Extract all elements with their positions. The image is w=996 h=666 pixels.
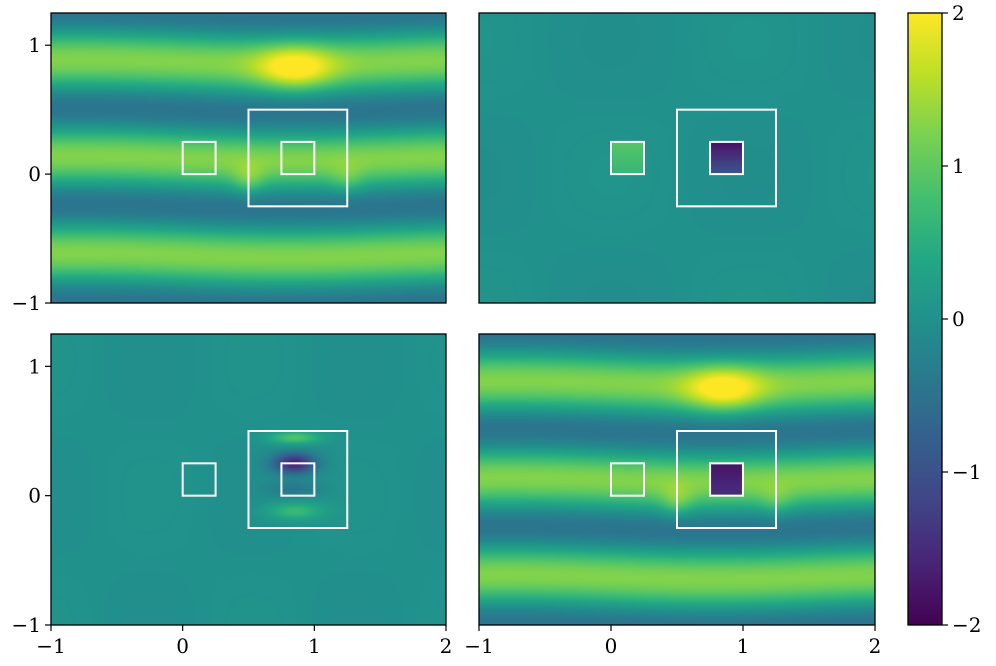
y-tick-label: −1: [12, 613, 41, 637]
region-box: [181, 462, 217, 497]
y-tick-label: 1: [28, 33, 41, 57]
tick-group: −1 0 1 −1 0 1 2: [12, 354, 453, 658]
x-tick-label: 1: [308, 634, 321, 658]
region-box: [709, 462, 744, 497]
region-box: [610, 140, 645, 176]
region-box: [280, 140, 316, 176]
x-tick-label: −1: [36, 634, 65, 658]
x-tick-label: 2: [869, 634, 882, 658]
box-overlays: [610, 430, 777, 529]
axes-frame: [50, 12, 447, 304]
x-tick-label: 1: [737, 634, 750, 658]
colorbar: −2 −1 0 1 2: [907, 1, 981, 637]
colorbar-ticks: −2 −1 0 1 2: [942, 1, 981, 637]
colorbar-gradient: [908, 13, 942, 625]
tick-group: −1 0 1: [12, 33, 51, 315]
x-tick-label: 2: [440, 634, 453, 658]
axes-frame: [478, 333, 876, 626]
colorbar-tick-label: 1: [952, 154, 965, 178]
y-tick-label: −1: [12, 291, 41, 315]
axes-frame: [478, 12, 876, 304]
x-tick-label: 0: [176, 634, 189, 658]
panel-top-left: −1 0 1: [12, 12, 447, 315]
colorbar-tick-label: 2: [952, 1, 965, 25]
y-tick-label: 0: [28, 484, 41, 508]
colorbar-tick-label: −1: [952, 460, 981, 484]
region-box: [709, 140, 744, 176]
tick-group: −1 0 1 2: [464, 625, 881, 658]
y-tick-label: 0: [28, 162, 41, 186]
panel-top-right: [478, 12, 876, 304]
box-overlays: [181, 430, 349, 529]
x-tick-label: −1: [464, 634, 493, 658]
y-tick-label: 1: [28, 354, 41, 378]
x-tick-label: 0: [605, 634, 618, 658]
colorbar-tick-label: 0: [952, 307, 965, 331]
axes-frame: [50, 333, 447, 626]
colorbar-tick-label: −2: [952, 613, 981, 637]
box-overlays: [610, 108, 777, 208]
region-box: [676, 430, 777, 529]
panel-bottom-right: −1 0 1 2: [464, 333, 881, 658]
region-box: [280, 462, 316, 497]
region-box: [610, 462, 645, 497]
panel-bottom-left: −1 0 1 −1 0 1 2: [12, 333, 453, 658]
region-box: [181, 140, 217, 176]
region-box: [247, 430, 349, 529]
box-overlays: [181, 108, 349, 208]
region-box: [247, 108, 349, 208]
region-box: [676, 108, 777, 208]
